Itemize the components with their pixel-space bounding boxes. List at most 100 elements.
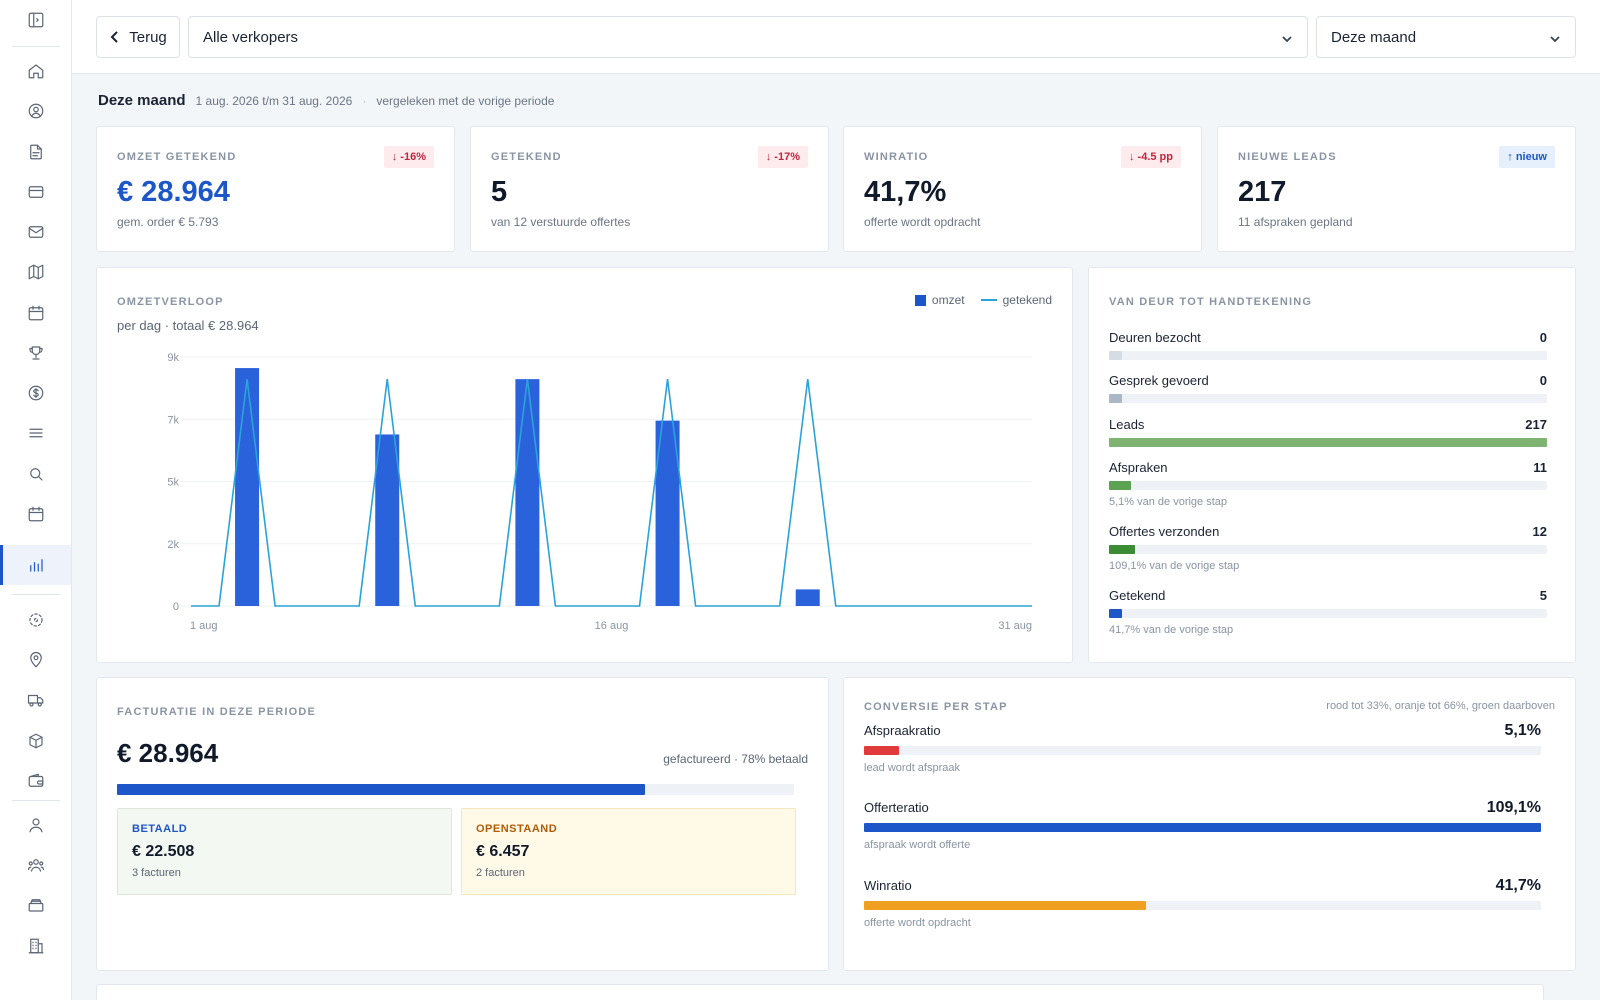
kpi-subtext: 11 afspraken gepland [1238, 215, 1353, 229]
funnel-row-head: Gesprek gevoerd 0 [1109, 373, 1547, 388]
kpi-trend-badge: ↓ -17% [757, 146, 808, 168]
conversie-row-track [864, 746, 1541, 755]
chart-title: Omzetverloop [117, 296, 224, 308]
funnel-row-track [1109, 545, 1547, 554]
facturatie-title: Facturatie in deze periode [117, 706, 317, 718]
map-pin-icon[interactable] [24, 648, 48, 672]
y-tick-label: 7k [167, 414, 179, 426]
calendar-2-icon[interactable] [24, 502, 48, 526]
y-tick-label: 0 [173, 601, 179, 613]
mail-icon[interactable] [24, 220, 48, 244]
kpi-trend-badge: ↓ -16% [383, 146, 434, 168]
home-icon[interactable] [24, 59, 48, 83]
facturatie-amount: € 28.964 [117, 738, 219, 768]
conversie-row-head: Offerteratio 109,1% [864, 799, 1541, 817]
kpi-trend-badge: ↓ -4.5 pp [1120, 146, 1181, 168]
open-label: OPENSTAAND [476, 823, 558, 835]
building-icon[interactable] [24, 934, 48, 958]
bar-chart-icon[interactable] [24, 553, 48, 577]
conversie-legend: rood tot 33%, oranje tot 66%, groen daar… [1326, 700, 1555, 712]
conversie-row-track [864, 901, 1541, 910]
funnel-row-fill [1109, 394, 1123, 403]
period-select[interactable]: Deze maand [1316, 16, 1576, 58]
box-icon[interactable] [24, 729, 48, 753]
chevron-down-icon [1549, 32, 1561, 44]
kpi-value: 217 [1238, 176, 1287, 208]
menu-icon[interactable] [24, 421, 48, 445]
calendar-icon[interactable] [24, 301, 48, 325]
funnel-row-value: 11 [1533, 460, 1547, 475]
conversie-row-track [864, 823, 1541, 832]
funnel-row-label: Gesprek gevoerd [1109, 373, 1209, 388]
credit-card-icon[interactable] [24, 180, 48, 204]
trophy-icon[interactable] [24, 341, 48, 365]
chevron-down-icon [1281, 32, 1293, 44]
funnel-row-head: Leads 217 [1109, 417, 1547, 432]
funnel-row: Offertes verzonden 12 109,1% van de vorige… [1109, 524, 1547, 572]
y-tick-label: 2k [167, 539, 179, 551]
kpi-subtext: gem. order € 5.793 [117, 215, 219, 229]
truck-icon[interactable] [24, 688, 48, 712]
funnel-row-label: Leads [1109, 417, 1145, 432]
legend-label-omzet: omzet [931, 293, 965, 307]
funnel-row-label: Getekend [1109, 588, 1166, 603]
funnel-row-track [1109, 394, 1547, 403]
chevron-left-icon [110, 31, 118, 43]
period-range: 1 aug. 2026 t/m 31 aug. 2026 [195, 94, 353, 108]
person-icon[interactable] [24, 813, 48, 837]
chart-subtitle: per dag · totaal € 28.964 [117, 318, 259, 333]
back-button-label: Terug [129, 28, 167, 46]
legend-swatch-bar [914, 294, 926, 306]
funnel-row-fill [1109, 545, 1136, 554]
funnel-row-label: Deuren bezocht [1109, 330, 1201, 345]
sidebar-divider [12, 800, 60, 801]
period-separator: · [362, 94, 367, 108]
x-tick-label: 1 aug [190, 620, 218, 632]
funnel-row: Gesprek gevoerd 0 [1109, 373, 1547, 403]
period-title: Deze maand [98, 92, 186, 109]
legend-swatch-line [980, 299, 997, 301]
funnel-row-head: Offertes verzonden 12 [1109, 524, 1547, 539]
dashed-circle-icon[interactable] [24, 608, 48, 632]
funnel-row-fill [1109, 351, 1123, 360]
kpi-label: Nieuwe leads [1238, 151, 1337, 163]
bar-omzet [515, 379, 540, 606]
legend-item-getekend: getekend [980, 293, 1052, 307]
paid-count: 3 facturen [132, 867, 181, 879]
conversie-row: Winratio 41,7% offerte wordt opdracht [864, 877, 1541, 929]
next-card-edge [96, 984, 1544, 1000]
map-icon[interactable] [24, 260, 48, 284]
user-circle-icon[interactable] [24, 99, 48, 123]
facturatie-progress [117, 784, 794, 795]
conversie-row-label: Afspraakratio [864, 723, 941, 738]
conversie-row-value: 5,1% [1504, 722, 1541, 739]
funnel-row-value: 12 [1532, 524, 1547, 539]
conversie-row-fill [864, 901, 1147, 910]
wallet-icon[interactable] [24, 769, 48, 793]
funnel-card: Van deur tot handtekening Deuren bezocht… [1088, 267, 1576, 663]
funnel-row: Afspraken 11 5,1% van de vorige stap [1109, 460, 1547, 508]
archive-icon[interactable] [24, 893, 48, 917]
document-icon[interactable] [24, 140, 48, 164]
funnel-row-value: 217 [1525, 417, 1547, 432]
kpi-label: Omzet getekend [117, 151, 237, 163]
funnel-row-track [1109, 609, 1547, 618]
funnel-row-label: Offertes verzonden [1109, 524, 1220, 539]
back-button[interactable]: Terug [96, 16, 180, 58]
kpi-card-nieuwe-leads: Nieuwe leads ↑ nieuw 217 11 afspraken ge… [1217, 126, 1576, 252]
kpi-card-winratio: Winratio ↓ -4.5 pp 41,7% offerte wordt o… [843, 126, 1202, 252]
conversie-card: Conversie per stap rood tot 33%, oranje … [843, 677, 1576, 971]
funnel-row-note: 109,1% van de vorige stap [1109, 560, 1240, 572]
panel-toggle-icon[interactable] [24, 8, 48, 32]
seller-select[interactable]: Alle verkopers [188, 16, 1308, 58]
bar-omzet [375, 434, 400, 606]
facturatie-progress-fill [117, 784, 646, 795]
seller-select-value: Alle verkopers [203, 28, 299, 46]
funnel-row-head: Afspraken 11 [1109, 460, 1547, 475]
search-icon[interactable] [24, 462, 48, 486]
funnel-title: Van deur tot handtekening [1109, 296, 1313, 308]
sidebar-divider [12, 594, 60, 595]
team-icon[interactable] [24, 853, 48, 877]
conversie-row-fill [864, 823, 1541, 832]
dollar-icon[interactable] [24, 381, 48, 405]
